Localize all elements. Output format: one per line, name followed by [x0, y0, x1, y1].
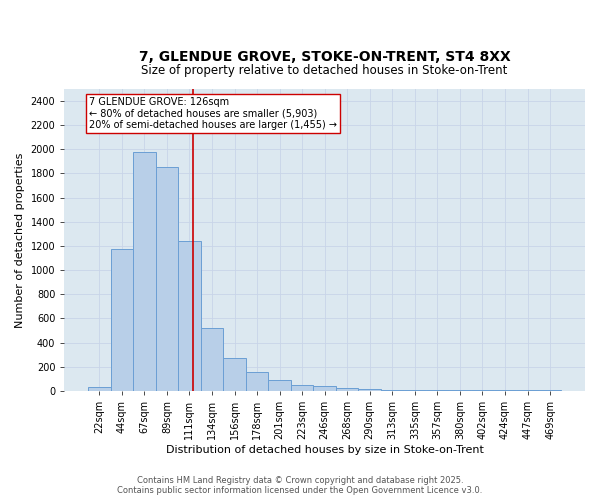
Bar [200, 328, 223, 391]
Text: Contains HM Land Registry data © Crown copyright and database right 2025.
Contai: Contains HM Land Registry data © Crown c… [118, 476, 482, 495]
Bar [381, 390, 404, 391]
Bar [516, 390, 539, 391]
Bar [313, 386, 336, 391]
Bar [404, 390, 426, 391]
Bar [291, 385, 313, 391]
Bar [133, 152, 155, 391]
Bar [471, 390, 494, 391]
Bar [178, 241, 200, 391]
Bar [268, 380, 291, 391]
Text: Size of property relative to detached houses in Stoke-on-Trent: Size of property relative to detached ho… [142, 64, 508, 76]
Bar [426, 390, 449, 391]
Bar [246, 372, 268, 391]
Bar [494, 390, 516, 391]
Text: 7 GLENDUE GROVE: 126sqm
← 80% of detached houses are smaller (5,903)
20% of semi: 7 GLENDUE GROVE: 126sqm ← 80% of detache… [89, 97, 337, 130]
Title: 7, GLENDUE GROVE, STOKE-ON-TRENT, ST4 8XX: 7, GLENDUE GROVE, STOKE-ON-TRENT, ST4 8X… [139, 50, 511, 64]
Bar [110, 249, 133, 391]
Bar [336, 388, 358, 391]
Bar [358, 389, 381, 391]
Bar [539, 390, 562, 391]
Bar [449, 390, 471, 391]
Bar [155, 168, 178, 391]
X-axis label: Distribution of detached houses by size in Stoke-on-Trent: Distribution of detached houses by size … [166, 445, 484, 455]
Y-axis label: Number of detached properties: Number of detached properties [15, 152, 25, 328]
Bar [223, 358, 246, 391]
Bar [88, 388, 110, 391]
